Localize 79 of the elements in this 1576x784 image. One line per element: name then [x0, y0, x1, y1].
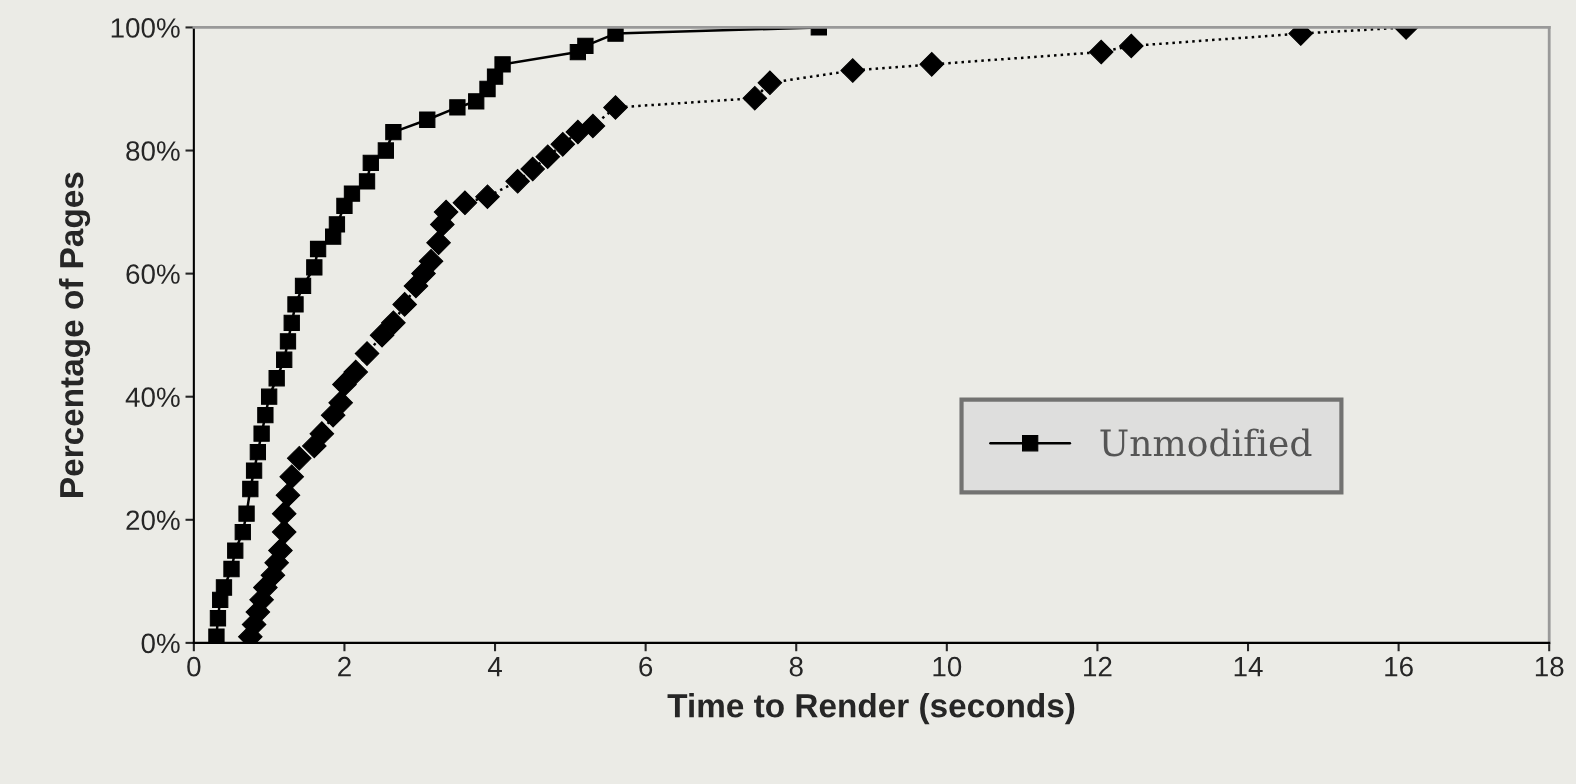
- point: [607, 27, 624, 42]
- x-tick-label: 2: [338, 656, 351, 677]
- x-tick-label: 4: [487, 657, 502, 677]
- x-tick-label: 14: [1234, 657, 1263, 677]
- y-tick-label: 100%: [111, 18, 180, 38]
- point: [580, 113, 606, 139]
- point: [392, 292, 417, 317]
- point: [257, 407, 274, 424]
- point: [475, 184, 500, 209]
- point: [294, 277, 312, 295]
- point: [215, 579, 233, 596]
- point: [354, 341, 380, 366]
- point: [919, 52, 945, 77]
- point: [328, 390, 353, 416]
- point: [208, 628, 225, 643]
- point: [577, 37, 594, 55]
- point: [343, 185, 361, 202]
- point: [268, 370, 285, 387]
- x-tick-label: 16: [1385, 656, 1413, 677]
- point: [238, 505, 255, 522]
- point: [276, 351, 293, 368]
- point: [377, 142, 395, 159]
- point: [306, 259, 323, 276]
- legend-label: Unmodified: [1100, 428, 1312, 457]
- point: [452, 190, 478, 216]
- y-tick-label: 20%: [126, 510, 180, 531]
- point: [279, 464, 305, 490]
- point: [505, 168, 530, 194]
- point: [279, 333, 297, 350]
- point: [328, 216, 346, 233]
- point: [550, 132, 576, 157]
- point: [1119, 33, 1144, 59]
- point: [426, 230, 451, 256]
- point: [603, 95, 628, 120]
- point: [840, 58, 866, 83]
- point: [369, 322, 395, 348]
- point: [358, 173, 376, 190]
- point: [332, 372, 357, 397]
- point: [449, 99, 466, 116]
- y-tick-label: 40%: [125, 387, 180, 408]
- x-tick-label: 10: [933, 656, 962, 677]
- point: [223, 560, 240, 578]
- point: [271, 501, 297, 526]
- point: [275, 482, 301, 508]
- x-tick-label: 18: [1535, 656, 1564, 677]
- point: [287, 296, 304, 313]
- point: [381, 310, 406, 336]
- y-axis-title: Percentage of Pages: [58, 172, 91, 497]
- x-axis-title: Time to Render (seconds): [667, 693, 1075, 725]
- point: [245, 462, 263, 479]
- x-tick-label: 8: [789, 656, 803, 677]
- point: [260, 388, 278, 405]
- point: [286, 445, 312, 471]
- point: [253, 425, 270, 442]
- x-tick-label: 12: [1084, 656, 1112, 677]
- point: [418, 249, 444, 274]
- point: [362, 154, 379, 171]
- point: [309, 240, 327, 258]
- point: [419, 111, 436, 128]
- point: [535, 144, 561, 169]
- point: [242, 480, 259, 498]
- point: [494, 56, 511, 73]
- point: [234, 523, 251, 541]
- point: [343, 359, 369, 385]
- point: [209, 610, 227, 627]
- point: [520, 156, 545, 182]
- x-tick-label: 6: [639, 656, 653, 677]
- point: [1088, 39, 1114, 65]
- point: [309, 421, 335, 446]
- point: [227, 542, 244, 559]
- x-tick-label: 0: [187, 656, 201, 677]
- y-tick-label: 60%: [126, 264, 180, 284]
- point: [757, 70, 783, 96]
- y-tick-label: 80%: [126, 141, 180, 161]
- point: [249, 443, 267, 461]
- point: [385, 123, 402, 141]
- point: [283, 314, 300, 332]
- y-tick-label: 0%: [141, 633, 180, 654]
- point: [742, 85, 768, 111]
